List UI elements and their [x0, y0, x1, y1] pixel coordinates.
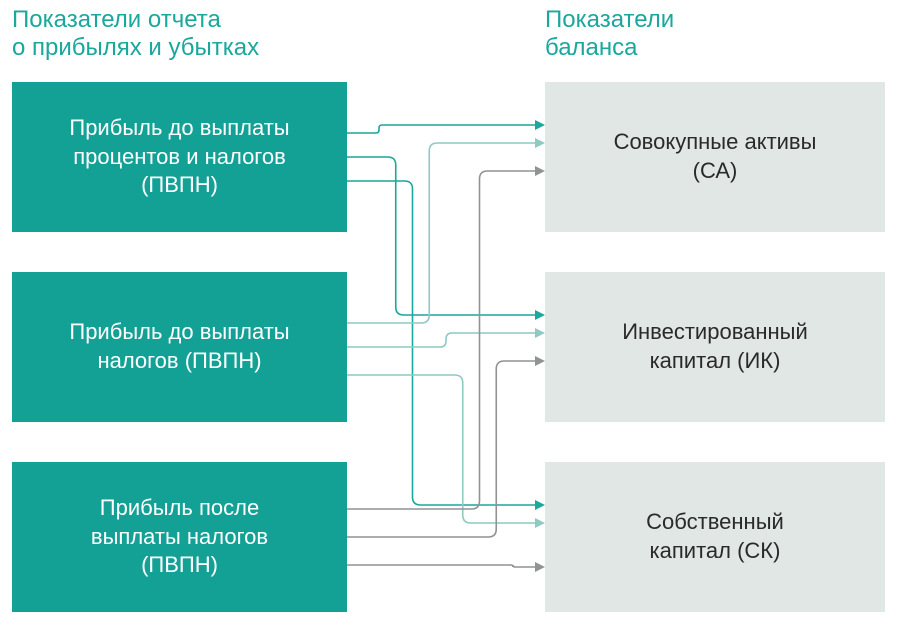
box-invested-capital: Инвестированныйкапитал (ИК) [545, 272, 885, 422]
heading-income-statement: Показатели отчетао прибылях и убытках [12, 6, 259, 61]
connector-arrowhead [535, 328, 545, 338]
heading-balance-sheet: Показателибаланса [545, 6, 674, 61]
connector-line [347, 565, 537, 567]
connector-arrowhead [535, 138, 545, 148]
connector-line [347, 181, 537, 505]
box-profit-after-tax: Прибыль послевыплаты налогов(ПВПН) [12, 462, 347, 612]
connector-line [347, 375, 537, 523]
connector-arrowhead [535, 500, 545, 510]
box-total-assets: Совокупные активы(СА) [545, 82, 885, 232]
connector-line [347, 125, 537, 133]
left-column: Прибыль до выплатыпроцентов и налогов(ПВ… [12, 82, 347, 612]
connector-arrowhead [535, 310, 545, 320]
profit-balance-diagram: Показатели отчетао прибылях и убытках По… [0, 0, 900, 626]
connector-arrowhead [535, 120, 545, 130]
box-profit-before-interest-tax: Прибыль до выплатыпроцентов и налогов(ПВ… [12, 82, 347, 232]
connector-arrowhead [535, 562, 545, 572]
connector-arrowhead [535, 166, 545, 176]
connector-line [347, 157, 537, 315]
connector-line [347, 171, 537, 509]
connector-line [347, 143, 537, 323]
connector-arrowhead [535, 518, 545, 528]
connector-line [347, 333, 537, 347]
box-equity: Собственныйкапитал (СК) [545, 462, 885, 612]
connector-arrowhead [535, 356, 545, 366]
connector-line [347, 361, 537, 537]
right-column: Совокупные активы(СА) Инвестированныйкап… [545, 82, 885, 612]
box-profit-before-tax: Прибыль до выплатыналогов (ПВПН) [12, 272, 347, 422]
